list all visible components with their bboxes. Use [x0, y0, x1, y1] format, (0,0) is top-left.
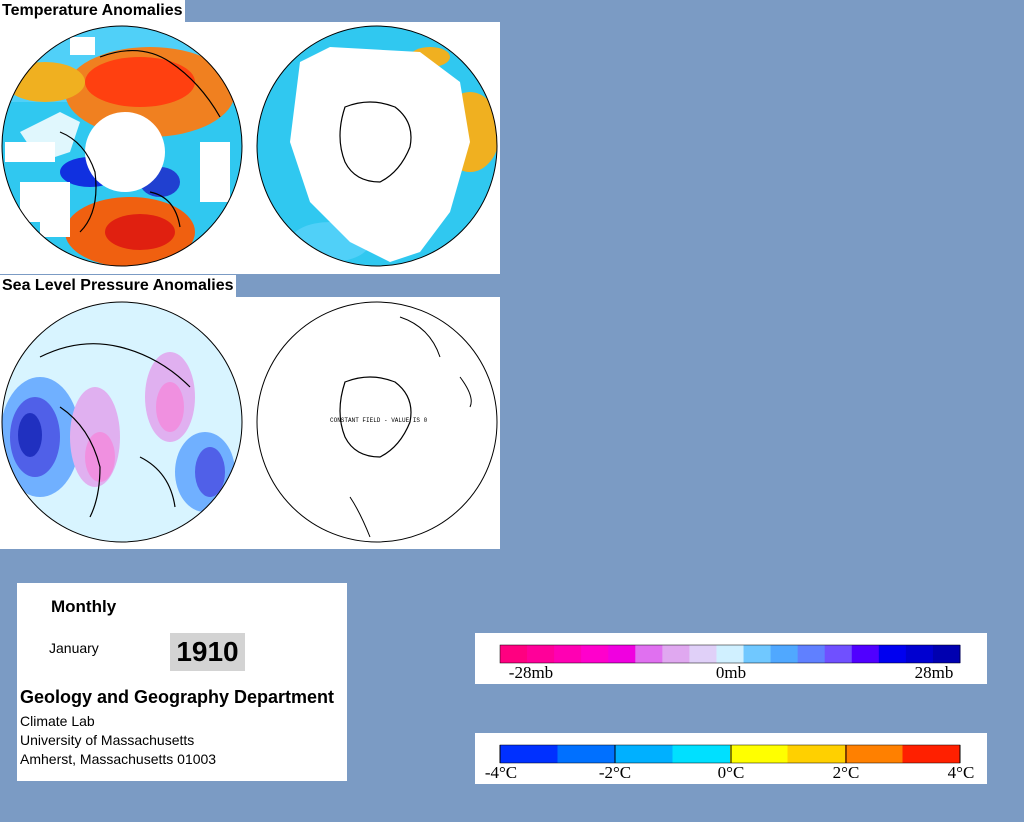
pressure-legend-swatch [932, 645, 961, 663]
pressure-north-map [2, 302, 242, 542]
temperature-legend: -4°C -2°C 0°C 2°C 4°C [475, 733, 987, 784]
pressure-legend-swatch [581, 645, 609, 663]
temperature-south-map [257, 26, 497, 266]
temperature-legend-swatch [845, 745, 903, 763]
temperature-legend-tick-label: 2°C [833, 763, 860, 782]
pressure-legend-swatch [797, 645, 826, 663]
pressure-legend-swatch [824, 645, 853, 663]
pressure-panel: CONSTANT FIELD - VALUE IS 0 [0, 297, 500, 549]
pressure-legend-swatch [635, 645, 663, 663]
pressure-legend-bar-border [499, 644, 961, 664]
lab-label: Climate Lab [20, 713, 95, 729]
pressure-legend: -28mb 0mb 28mb [475, 633, 987, 684]
pressure-legend-swatch [689, 645, 717, 663]
pressure-legend-swatch [500, 645, 528, 663]
pressure-legend-swatch [662, 645, 690, 663]
pressure-legend-tick-label: 0mb [716, 663, 746, 682]
pressure-south-map [256, 301, 498, 543]
temperature-legend-swatch [557, 745, 616, 763]
period-label: Monthly [51, 597, 117, 616]
temperature-legend-tick-label: -2°C [599, 763, 631, 782]
temperature-legend-tick-label: 0°C [718, 763, 745, 782]
temperature-title: Temperature Anomalies [0, 0, 185, 22]
month-label: January [49, 640, 99, 656]
temperature-legend-swatch [902, 745, 961, 763]
department-label: Geology and Geography Department [20, 687, 335, 707]
temperature-legend-swatch [500, 745, 558, 763]
temperature-legend-swatch [787, 745, 846, 763]
pressure-legend-swatch [905, 645, 934, 663]
university-label: University of Massachusetts [20, 732, 195, 748]
pressure-legend-swatch [743, 645, 772, 663]
temperature-legend-swatch [615, 745, 673, 763]
temperature-north-map [2, 26, 242, 266]
pressure-legend-swatch [878, 645, 907, 663]
pressure-legend-swatch [608, 645, 636, 663]
year-label: 1910 [170, 633, 245, 671]
pressure-title: Sea Level Pressure Anomalies [0, 275, 236, 297]
info-box: Monthly January 1910 Geology and Geograp… [17, 583, 347, 781]
temperature-legend-swatch [730, 745, 788, 763]
address-label: Amherst, Massachusetts 01003 [20, 751, 217, 767]
pressure-legend-swatch [554, 645, 582, 663]
pressure-legend-tick-label: 28mb [915, 663, 954, 682]
pressure-legend-swatch [716, 645, 745, 663]
temperature-legend-tick-label: 4°C [948, 763, 975, 782]
temperature-legend-tick-label: -4°C [485, 763, 517, 782]
pressure-legend-swatch [851, 645, 880, 663]
temperature-panel [0, 22, 500, 274]
pressure-legend-swatch [527, 645, 555, 663]
constant-field-note: CONSTANT FIELD - VALUE IS 0 [330, 417, 428, 424]
pressure-legend-swatch [770, 645, 799, 663]
temperature-legend-swatch [672, 745, 731, 763]
pressure-legend-tick-label: -28mb [509, 663, 553, 682]
